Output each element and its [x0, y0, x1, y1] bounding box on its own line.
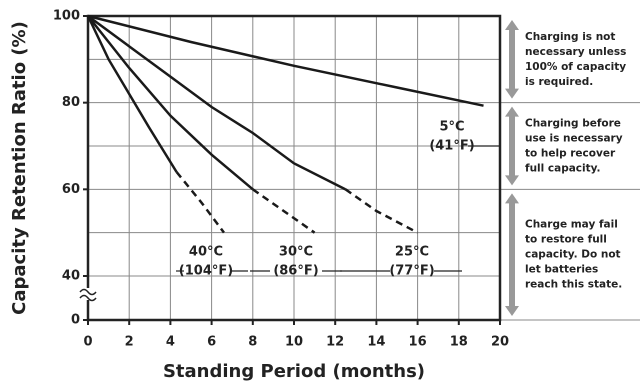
y-tick-label: 0: [71, 313, 80, 328]
arrow: [505, 193, 519, 316]
axis-break: [79, 288, 97, 302]
x-tick-label: 0: [83, 335, 92, 350]
annotation-text: let batteries: [525, 264, 598, 276]
series-label: 25°C: [395, 245, 429, 260]
series-label: 30°C: [279, 245, 313, 260]
series-label-alt: (77°F): [389, 264, 434, 279]
annotation-text: full capacity.: [525, 163, 601, 175]
y-tick-label: 60: [62, 182, 80, 197]
annotation-text: capacity. Do not: [525, 249, 621, 261]
annotation-text: is required.: [525, 76, 593, 88]
annotation-text: Charge may fail: [525, 219, 618, 231]
x-tick-label: 10: [285, 335, 303, 350]
series-label: 40°C: [189, 245, 223, 260]
arrow: [505, 20, 519, 99]
y-tick-label: 80: [62, 95, 80, 110]
arrow: [505, 106, 519, 186]
x-tick-label: 18: [450, 335, 468, 350]
annotation-text: to help recover: [525, 148, 616, 160]
annotation-text: necessary unless: [525, 46, 626, 58]
x-tick-label: 14: [367, 335, 385, 350]
series-line: [86, 15, 178, 173]
series-label-alt: (104°F): [179, 264, 233, 279]
x-tick-label: 8: [248, 335, 257, 350]
annotation-text: 100% of capacity: [525, 61, 626, 73]
series-line: [175, 171, 225, 234]
x-tick-label: 4: [166, 335, 175, 350]
plot-border: [86, 14, 502, 322]
series-line: [87, 15, 254, 191]
y-tick-label: 100: [53, 9, 80, 24]
annotation-text: use is necessary: [525, 133, 623, 145]
x-axis-label: Standing Period (months): [163, 361, 425, 382]
series-line: [344, 188, 419, 234]
series-label: 5°C: [439, 120, 464, 135]
x-tick-label: 20: [491, 335, 509, 350]
x-tick-label: 16: [409, 335, 427, 350]
annotation-text: to restore full: [525, 234, 607, 246]
y-axis-label: Capacity Retention Ratio (%): [9, 21, 30, 315]
series-label-alt: (86°F): [273, 264, 318, 279]
axis-break-bg: [80, 288, 96, 300]
x-tick-label: 6: [207, 335, 216, 350]
series-line: [87, 14, 347, 191]
annotation-text: Charging before: [525, 118, 621, 130]
series-line: [87, 14, 484, 107]
x-tick-label: 2: [125, 335, 134, 350]
y-tick-label: 40: [62, 269, 80, 284]
annotation-text: Charging is not: [525, 31, 615, 43]
series-label-alt: (41°F): [429, 139, 474, 154]
annotation-text: reach this state.: [525, 279, 622, 291]
series-line: [252, 188, 316, 234]
x-tick-label: 12: [326, 335, 344, 350]
